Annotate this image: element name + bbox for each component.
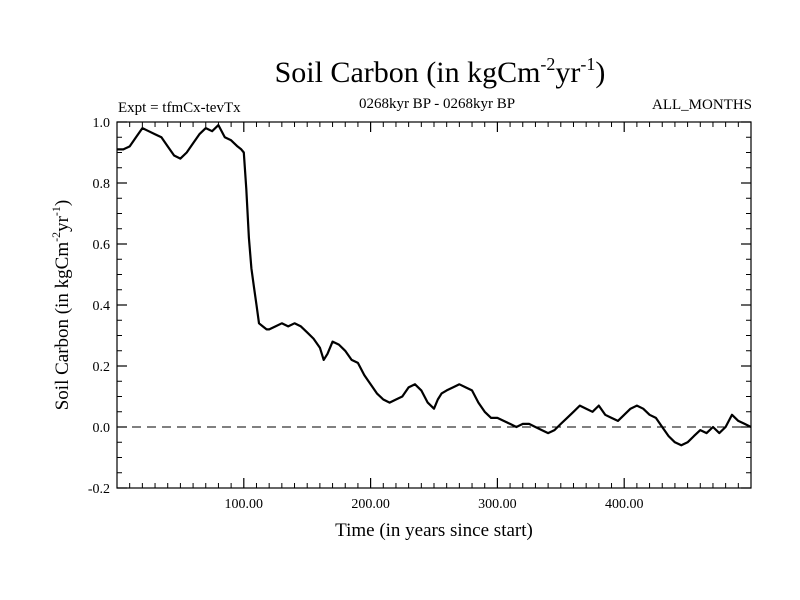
x-tick-label: 200.00 [351,497,390,512]
x-tick-label: 100.00 [225,497,264,512]
chart-title: Soil Carbon (in kgCm-2yr-1) [275,54,606,89]
series-line-soil-carbon [117,124,752,447]
x-tick-label: 400.00 [605,497,644,512]
y-axis-label-sup2: -1 [49,206,63,216]
y-tick-label: 0.0 [93,421,111,436]
y-tick-label: 0.2 [93,360,111,375]
chart-title-end: ) [595,56,605,89]
plot-frame [116,121,752,489]
chart-title-mid: yr [555,56,580,89]
y-axis: -0.2 0.0 0.2 0.4 0.6 0.8 1.0 [88,116,751,497]
subtitle-right: ALL_MONTHS [652,97,752,113]
y-tick-label: 0.8 [93,177,111,192]
y-tick-label: -0.2 [88,482,110,497]
x-axis-label: Time (in years since start) [335,520,533,541]
y-axis-label: Soil Carbon (in kgCm-2yr-1) [49,200,73,411]
y-tick-label: 1.0 [93,116,111,131]
y-tick-label: 0.6 [93,238,111,253]
x-axis: 100.00 200.00 300.00 400.00 [225,122,644,512]
y-tick-label: 0.4 [93,299,111,314]
subtitle-center: 0268kyr BP - 0268kyr BP [359,96,515,112]
y-axis-label-sup1: -2 [49,232,63,242]
chart-title-sup2: -1 [580,54,595,74]
y-axis-label-mid: yr [52,215,73,232]
y-axis-label-end: ) [52,200,73,206]
chart-title-main: Soil Carbon (in kgCm [275,56,541,89]
subtitle-left: Expt = tfmCx-tevTx [118,100,241,116]
y-axis-label-main: Soil Carbon (in kgCm [52,242,73,411]
x-tick-label: 300.00 [478,497,517,512]
minor-ticks [117,122,751,488]
chart-title-sup1: -2 [540,54,555,74]
